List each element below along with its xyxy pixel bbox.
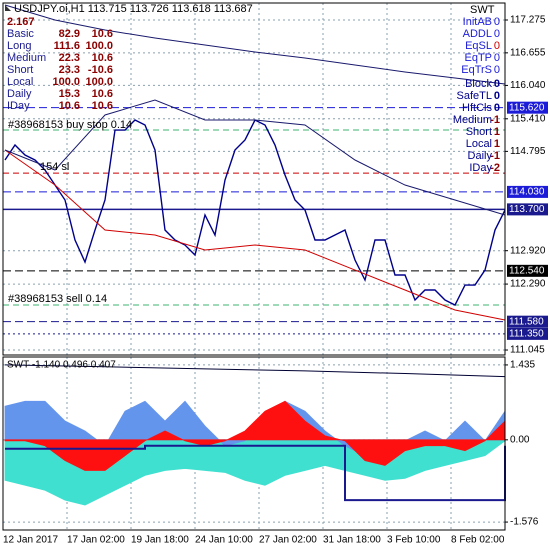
price-level-label: 115.620 (509, 102, 545, 113)
stats-value: 10.6 (92, 28, 113, 40)
price-level-label: 111.580 (509, 316, 544, 327)
y-tick-label: 111.045 (510, 345, 545, 356)
indicator-title: SWT -1.140 0.496 0.407 (7, 360, 116, 371)
stats-value: 2.167 (7, 16, 35, 28)
annotation: #38968153 sell 0.14 (8, 293, 107, 305)
x-tick-label: 19 Jan 18:00 (131, 535, 189, 546)
stats-value: 10.6 (92, 52, 113, 64)
stats-label: IDay (7, 100, 30, 112)
status-label: EqSL (465, 40, 492, 52)
price-level-box (507, 327, 548, 340)
y-tick-label: 117.275 (510, 15, 546, 26)
annotation: 154 sl (40, 161, 69, 173)
y-tick-label: 116.655 (510, 47, 546, 58)
status-title: SWT (470, 4, 495, 16)
status-value: -2 (490, 162, 500, 174)
stats-value: 100.0 (52, 76, 80, 88)
status-value: 0 (494, 40, 500, 52)
status-label: Block (465, 78, 492, 90)
price-level-label: 114.030 (509, 187, 545, 198)
stats-value: 10.6 (92, 100, 113, 112)
step-line (5, 444, 506, 502)
status-label: SafeTL (457, 90, 492, 102)
main-frame (2, 2, 506, 356)
title-icon (5, 5, 11, 11)
y-tick-label: -1.576 (510, 517, 539, 528)
status-value: 1 (494, 126, 500, 138)
price-level-label: 113.700 (509, 204, 545, 215)
status-label: EqTrS (461, 64, 492, 76)
status-value: 0 (494, 28, 500, 40)
price-level-box (507, 264, 548, 277)
status-label: Daily (468, 150, 493, 162)
x-tick-label: 3 Feb 10:00 (387, 535, 441, 546)
stats-value: 22.3 (59, 52, 80, 64)
line (4, 364, 506, 378)
y-tick-label: 1.435 (510, 360, 535, 371)
indicator-frame (2, 356, 506, 531)
y-tick-label: 116.040 (510, 80, 546, 91)
x-tick-label: 17 Jan 02:00 (67, 535, 125, 546)
stats-value: 10.6 (59, 100, 80, 112)
stats-value: 100.0 (85, 76, 113, 88)
price-level-box (507, 315, 548, 328)
price-level-box (507, 185, 548, 198)
status-value: 0 (494, 78, 500, 90)
y-tick-label: 0.00 (510, 434, 530, 445)
status-label: ADDL (463, 28, 492, 40)
stats-value: 82.9 (59, 28, 80, 40)
annotation: #38968153 buy stop 0.14 (8, 119, 132, 131)
line (4, 149, 506, 321)
stats-value: 111.6 (54, 40, 80, 52)
status-value: 1 (494, 138, 500, 150)
line (4, 4, 506, 85)
price-level-box (507, 203, 548, 216)
y-tick-label: 112.920 (510, 245, 546, 256)
stats-value: 15.3 (59, 88, 80, 100)
y-tick-label: 112.290 (510, 279, 546, 290)
x-tick-label: 31 Jan 18:00 (323, 535, 381, 546)
x-tick-label: 24 Jan 10:00 (195, 535, 253, 546)
stats-label: Daily (7, 88, 32, 100)
x-tick-label: 12 Jan 2017 (3, 535, 58, 546)
stats-value: 10.6 (92, 88, 113, 100)
status-label: InitAB (463, 16, 492, 28)
price-level-label: 111.350 (509, 329, 544, 340)
stats-label: Local (7, 76, 33, 88)
y-tick-label: 114.795 (510, 146, 546, 157)
chart-title: USDJPY.oi,H1 113.715 113.726 113.618 113… (14, 3, 253, 15)
price-level-box (507, 101, 548, 114)
status-label: IDay (469, 162, 492, 174)
price-level-label: 112.540 (509, 265, 545, 276)
status-value: 0 (494, 64, 500, 76)
status-label: Local (466, 138, 492, 150)
status-label: EqTP (464, 52, 492, 64)
stats-value: 100.0 (85, 40, 113, 52)
stats-label: Short (7, 64, 33, 76)
stats-label: Basic (7, 28, 34, 40)
status-value: -1 (490, 150, 500, 162)
status-label: HftCls (462, 102, 492, 114)
x-tick-label: 8 Feb 02:00 (451, 535, 505, 546)
stats-value: 23.3 (59, 64, 80, 76)
status-value: 0 (494, 102, 500, 114)
status-value: -1 (490, 114, 500, 126)
stats-label: Long (7, 40, 31, 52)
status-value: 0 (494, 16, 500, 28)
y-tick-label: 115.410 (510, 113, 546, 124)
stats-label: Medium (7, 52, 46, 64)
area (4, 400, 506, 471)
line (4, 99, 506, 216)
x-tick-label: 27 Jan 02:00 (259, 535, 317, 546)
stats-value: -10.6 (88, 64, 113, 76)
status-value: 0 (494, 52, 500, 64)
status-label: Short (466, 126, 492, 138)
status-value: 0 (494, 90, 500, 102)
status-label: Medium (453, 114, 492, 126)
